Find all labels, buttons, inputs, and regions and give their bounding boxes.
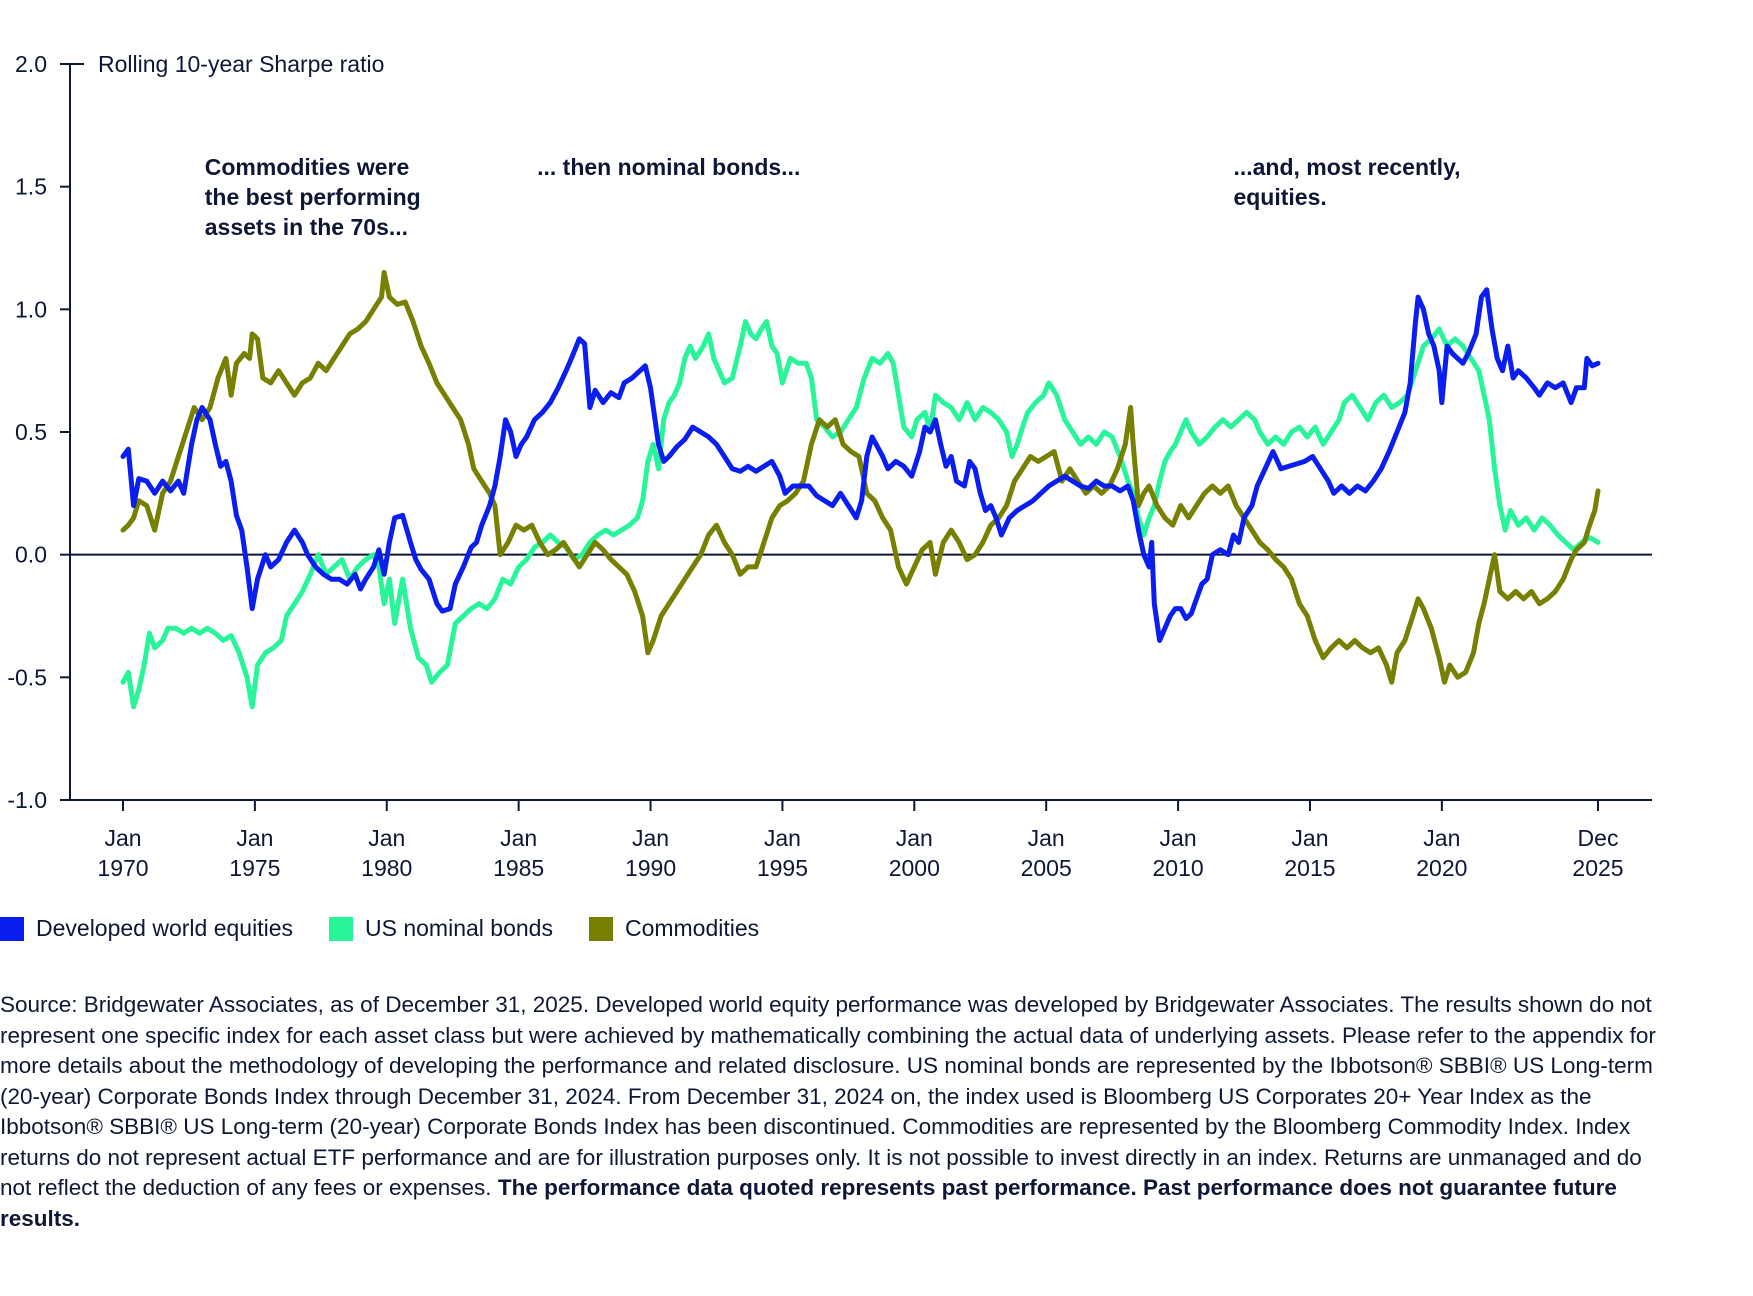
series-layer bbox=[120, 270, 1601, 710]
x-tick-label: Jan bbox=[1291, 825, 1328, 851]
x-tick-label: 1985 bbox=[493, 855, 544, 881]
annotation-text: assets in the 70s... bbox=[205, 214, 408, 240]
annotation-text: equities. bbox=[1233, 184, 1326, 210]
y-tick-label: -1.0 bbox=[7, 787, 47, 813]
x-tick-label: 1980 bbox=[361, 855, 412, 881]
annotation-text: the best performing bbox=[205, 184, 421, 210]
annotations-layer: Commodities were the best performing asset… bbox=[205, 154, 1461, 240]
x-tick-label: Jan bbox=[1160, 825, 1197, 851]
legend-label-commodities: Commodities bbox=[624, 915, 760, 941]
x-tick-label: Jan bbox=[500, 825, 537, 851]
y-tick-label: 0.0 bbox=[15, 542, 47, 568]
annotation-text: ...and, most recently, bbox=[1233, 154, 1460, 180]
x-tick-label: 1990 bbox=[625, 855, 676, 881]
annotation-text: Commodities were bbox=[205, 154, 410, 180]
x-tick-label: Jan bbox=[632, 825, 669, 851]
x-tick-label: Jan bbox=[896, 825, 933, 851]
x-tick-label: 2025 bbox=[1572, 855, 1623, 881]
x-tick-label: Dec bbox=[1578, 825, 1619, 851]
source-footnote: Source: Bridgewater Associates, as of De… bbox=[0, 990, 1660, 1234]
legend: Developed world equities US nominal bond… bbox=[0, 915, 795, 942]
legend-label-bonds: US nominal bonds bbox=[365, 915, 553, 941]
x-tick-label: Jan bbox=[368, 825, 405, 851]
series-line-developed-world-equities bbox=[120, 287, 1601, 643]
x-tick-label: 1975 bbox=[229, 855, 280, 881]
footnote-text: Source: Bridgewater Associates, as of De… bbox=[0, 992, 1656, 1200]
sharpe-ratio-chart: 2.0 1.5 1.0 0.5 0.0 -0.5 -1.0 Rolling 10-year S… bbox=[7, 51, 1652, 881]
x-tick-label: 2010 bbox=[1152, 855, 1203, 881]
x-tick-label: 2005 bbox=[1021, 855, 1072, 881]
x-tick-label: 2015 bbox=[1284, 855, 1335, 881]
x-tick-label: Jan bbox=[104, 825, 141, 851]
x-tick-label: 2020 bbox=[1416, 855, 1467, 881]
annotation-text: ... then nominal bonds... bbox=[537, 154, 800, 180]
legend-item-bonds[interactable]: US nominal bonds bbox=[329, 915, 553, 942]
legend-swatch-bonds bbox=[329, 916, 353, 941]
x-tick-label: Jan bbox=[1028, 825, 1065, 851]
y-tick-label: 2.0 bbox=[15, 51, 47, 77]
x-tick-label: Jan bbox=[764, 825, 801, 851]
footnote-disclaimer: The performance data quoted represents p… bbox=[0, 1175, 1617, 1231]
x-tick-label: 1970 bbox=[97, 855, 148, 881]
y-tick-label: -0.5 bbox=[7, 664, 47, 690]
y-tick-label: 1.0 bbox=[15, 296, 47, 322]
x-tick-label: Jan bbox=[1423, 825, 1460, 851]
x-tick-label: 1995 bbox=[757, 855, 808, 881]
legend-swatch-commodities bbox=[588, 916, 613, 941]
legend-item-commodities[interactable]: Commodities bbox=[588, 915, 760, 942]
legend-item-equities[interactable]: Developed world equities bbox=[0, 915, 293, 942]
series-line-us-nominal-bonds bbox=[120, 319, 1601, 710]
x-tick-label: Jan bbox=[236, 825, 273, 851]
legend-swatch-equities bbox=[0, 916, 24, 941]
y-tick-label: 0.5 bbox=[15, 419, 47, 445]
axes-layer: 2.0 1.5 1.0 0.5 0.0 -0.5 -1.0 Rolling 10-year S… bbox=[7, 51, 1652, 881]
y-axis-title: Rolling 10-year Sharpe ratio bbox=[98, 51, 384, 77]
series-line-commodities bbox=[120, 270, 1601, 685]
x-tick-label: 2000 bbox=[889, 855, 940, 881]
y-tick-label: 1.5 bbox=[15, 174, 47, 200]
legend-label-equities: Developed world equities bbox=[36, 915, 293, 941]
